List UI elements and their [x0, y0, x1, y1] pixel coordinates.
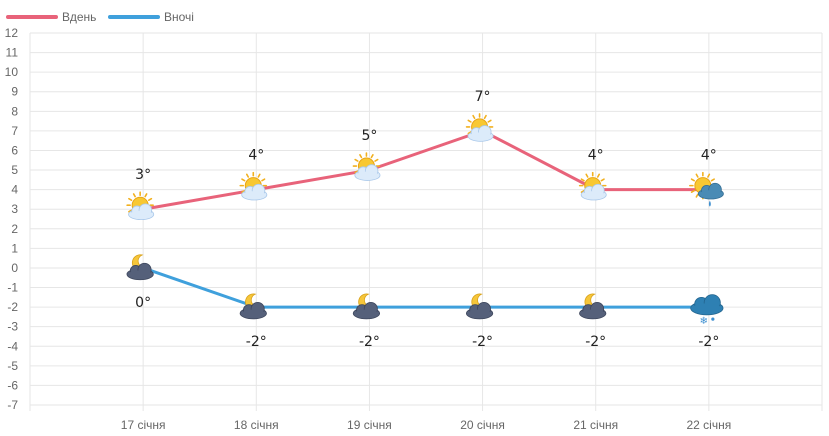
x-tick-label: 18 січня	[234, 418, 279, 432]
x-tick-label: 21 січня	[573, 418, 618, 432]
data-label: 7°	[475, 89, 491, 105]
y-tick-label: -6	[7, 378, 18, 392]
data-label: -2°	[246, 334, 267, 350]
y-tick-label: 2	[11, 222, 18, 236]
y-tick-label: 11	[6, 46, 19, 60]
moon-cloud-icon	[579, 293, 607, 320]
y-tick-label: 7	[11, 124, 18, 138]
x-axis: 17 січня 18 січня 19 січня 20 січня 21 січня…	[121, 418, 731, 432]
y-tick-label: -2	[7, 300, 18, 314]
data-label: 4°	[701, 148, 717, 164]
x-tick-label: 19 січня	[347, 418, 392, 432]
data-label: -2°	[585, 334, 606, 350]
legend: Вдень Вночі	[6, 10, 194, 24]
y-tick-label: 0	[11, 261, 18, 275]
snow-dot	[711, 317, 715, 321]
rain-drop-icon	[708, 200, 711, 207]
y-tick-label: 12	[5, 26, 19, 40]
y-tick-label: 6	[11, 143, 18, 157]
data-label: -2°	[359, 334, 380, 350]
series-day: 3° 4° 5° 7° 4° 4°	[126, 89, 724, 221]
series-line	[142, 266, 709, 309]
data-label: 4°	[248, 148, 264, 164]
x-tick-label: 17 січня	[121, 418, 166, 432]
y-tick-label: 8	[11, 104, 18, 118]
sun-rain-cloud-icon	[689, 171, 724, 207]
x-tick-label: 20 січня	[460, 418, 505, 432]
data-label: -2°	[698, 334, 719, 350]
legend-label: Вночі	[164, 10, 194, 24]
sun-cloud-icon	[239, 171, 268, 201]
legend-item: Вночі	[108, 10, 194, 24]
grid	[29, 32, 823, 411]
data-label: 3°	[135, 167, 151, 183]
series-night: 0° -2° -2° -2° -2° ❄ -2°	[126, 254, 724, 350]
y-tick-label: 4	[11, 183, 18, 197]
x-tick-label: 22 січня	[686, 418, 731, 432]
legend-label: Вдень	[62, 10, 96, 24]
series-line	[142, 129, 709, 211]
moon-cloud-icon	[465, 293, 494, 320]
snow-cloud-icon: ❄	[690, 294, 724, 327]
y-tick-label: 1	[11, 241, 18, 255]
data-label: 5°	[361, 128, 377, 144]
sun-cloud-icon	[578, 171, 607, 201]
sun-cloud-icon	[465, 113, 494, 142]
y-tick-label: -7	[7, 398, 18, 412]
y-tick-label: -4	[7, 339, 18, 353]
sun-cloud-icon	[126, 191, 155, 221]
y-tick-label: 5	[11, 163, 18, 177]
data-label: 4°	[588, 148, 604, 164]
sun-cloud-icon	[352, 152, 381, 181]
snowflake-icon: ❄	[700, 316, 708, 327]
moon-cloud-icon	[126, 254, 154, 281]
legend-item: Вдень	[6, 10, 96, 24]
y-tick-label: 10	[5, 65, 19, 79]
y-tick-label: -5	[7, 359, 18, 373]
y-tick-label: 3	[11, 202, 18, 216]
data-label: -2°	[472, 334, 493, 350]
moon-cloud-icon	[352, 293, 381, 320]
y-tick-label: -1	[7, 281, 18, 295]
y-tick-label: -3	[7, 320, 18, 334]
moon-cloud-icon	[239, 293, 267, 320]
series-layer: 3° 4° 5° 7° 4° 4° 0° -2° -2° -2° -2° ❄ -2°	[126, 89, 724, 350]
data-label: 0°	[135, 295, 151, 311]
y-tick-label: 9	[11, 85, 18, 99]
